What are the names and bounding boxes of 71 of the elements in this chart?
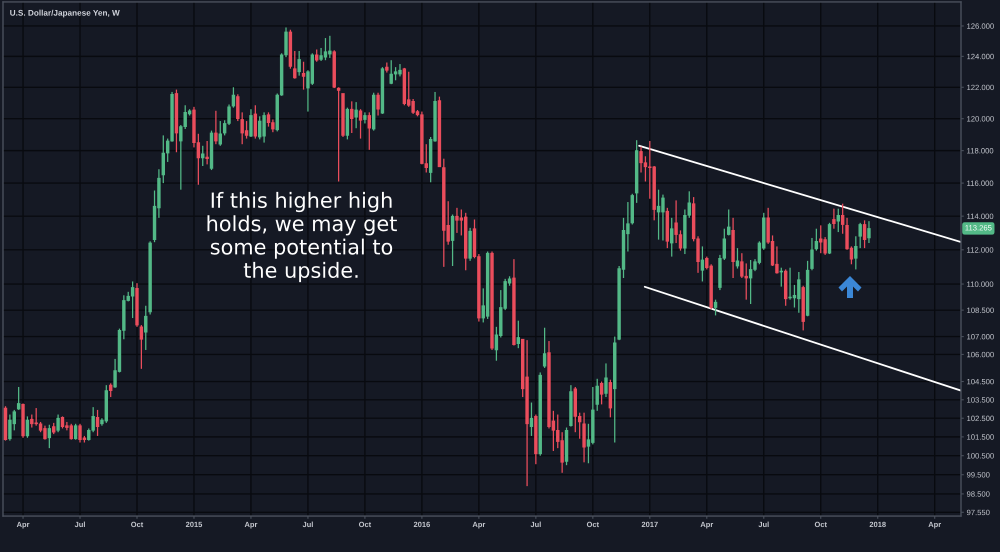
candlestick bbox=[314, 48, 318, 62]
candlestick bbox=[700, 246, 704, 282]
candlestick bbox=[56, 414, 60, 433]
candlestick bbox=[8, 414, 12, 442]
candlestick bbox=[560, 432, 564, 474]
candlestick bbox=[600, 380, 604, 406]
candlestick bbox=[74, 423, 78, 440]
candlestick bbox=[26, 416, 30, 438]
candlestick bbox=[714, 299, 718, 316]
candlestick bbox=[144, 305, 148, 351]
candlestick bbox=[43, 425, 47, 440]
candlestick bbox=[328, 35, 332, 59]
candlestick bbox=[867, 220, 871, 244]
candlestick bbox=[302, 61, 306, 90]
candlestick bbox=[854, 236, 858, 270]
candlestick bbox=[832, 208, 836, 230]
candlestick bbox=[350, 100, 354, 134]
candlestick bbox=[840, 203, 844, 234]
candlestick bbox=[788, 267, 792, 300]
candlestick bbox=[661, 194, 665, 242]
candlestick bbox=[398, 63, 402, 78]
candlestick bbox=[836, 208, 840, 233]
candlestick bbox=[780, 267, 784, 288]
candlestick bbox=[96, 409, 100, 437]
candlestick bbox=[582, 412, 586, 463]
candlestick bbox=[542, 327, 546, 369]
candlestick bbox=[254, 104, 258, 140]
candlestick bbox=[297, 50, 301, 76]
candlestick bbox=[368, 112, 372, 150]
candlestick bbox=[16, 386, 20, 411]
candlestick bbox=[48, 424, 52, 449]
candlestick bbox=[385, 62, 389, 74]
candlestick bbox=[262, 112, 266, 144]
candlestick bbox=[858, 222, 862, 249]
candlestick bbox=[670, 217, 674, 258]
candlestick bbox=[108, 382, 112, 398]
candlestick bbox=[130, 280, 134, 319]
candlestick bbox=[376, 92, 380, 116]
candlestick bbox=[411, 98, 415, 115]
candlestick bbox=[394, 66, 398, 81]
candlestick bbox=[736, 247, 740, 270]
candlestick bbox=[218, 120, 222, 146]
candlestick bbox=[30, 414, 34, 428]
candlestick bbox=[336, 86, 340, 182]
candlestick bbox=[249, 108, 253, 138]
candlestick bbox=[236, 94, 240, 122]
candlestick bbox=[201, 145, 204, 167]
candlestick bbox=[726, 208, 730, 236]
candlestick bbox=[214, 110, 218, 145]
candlestick bbox=[656, 189, 660, 240]
candlestick bbox=[52, 422, 56, 435]
candlestick bbox=[862, 220, 866, 249]
candlestick bbox=[140, 324, 144, 370]
candlestick bbox=[823, 236, 827, 256]
candlestick bbox=[455, 207, 459, 234]
candlestick bbox=[232, 86, 236, 108]
candlestick bbox=[748, 259, 752, 305]
candlestick bbox=[363, 112, 367, 124]
candlestick bbox=[271, 118, 275, 133]
candlestick bbox=[244, 120, 248, 140]
candlestick bbox=[205, 140, 209, 165]
candlestick bbox=[740, 252, 744, 279]
candlestick bbox=[293, 50, 296, 80]
candlestick bbox=[814, 228, 818, 252]
candlestick bbox=[60, 416, 64, 430]
candlestick bbox=[354, 102, 358, 129]
candlestick bbox=[596, 378, 599, 412]
candlestick bbox=[319, 47, 323, 62]
annotation: If this higher high holds, we may get some potential to the upside. bbox=[208, 192, 397, 282]
candlestick bbox=[516, 320, 520, 349]
text: U.S. Dollar/Japanese Yen, W bbox=[10, 10, 120, 18]
